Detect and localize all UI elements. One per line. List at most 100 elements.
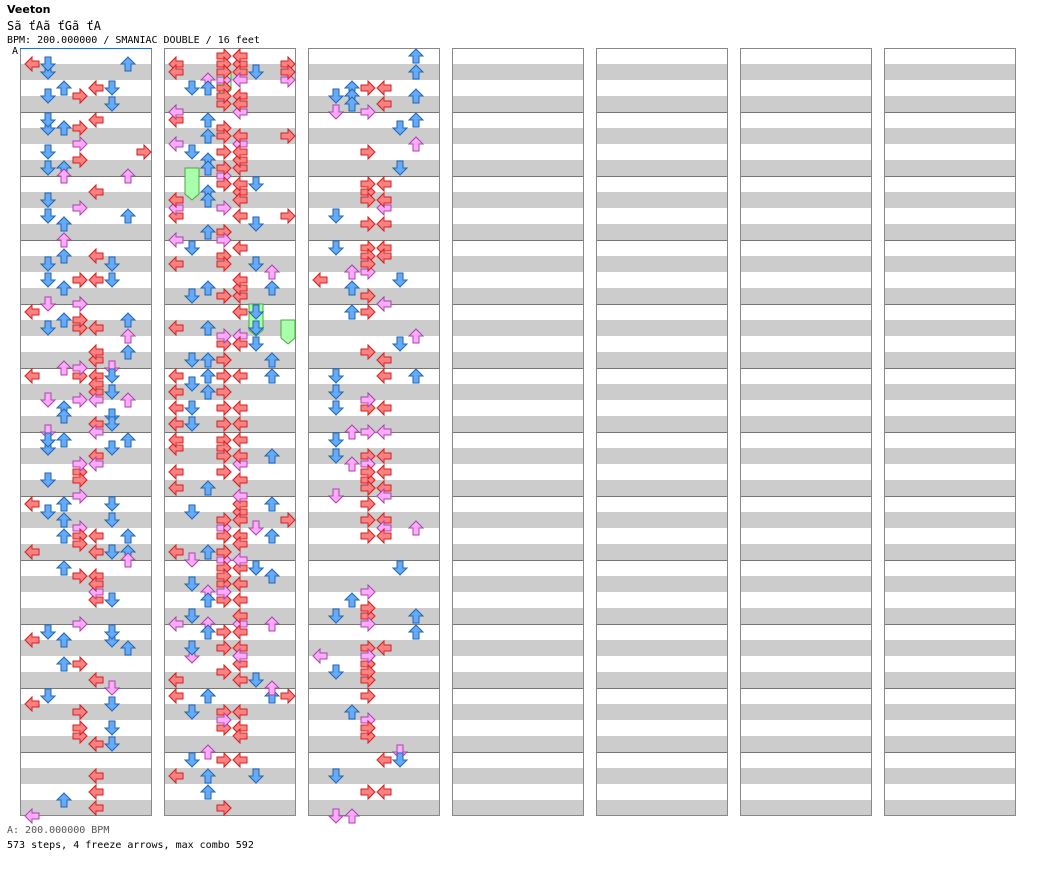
step-arrow-down [39, 160, 57, 176]
step-arrow-left [88, 247, 104, 265]
step-arrow-right [360, 303, 376, 321]
step-arrow-down [39, 296, 57, 312]
beat-stripe [884, 496, 1016, 512]
step-arrow-up [343, 304, 361, 320]
step-arrow-right [360, 423, 376, 441]
step-arrow-right [280, 207, 296, 225]
step-arrow-up [119, 328, 137, 344]
step-arrow-left [24, 367, 40, 385]
step-arrow-left [168, 191, 184, 209]
beat-stripe [596, 368, 728, 384]
step-arrow-left [168, 615, 184, 633]
step-arrow-up [407, 112, 425, 128]
step-arrow-down [103, 368, 121, 384]
step-arrow-down [327, 368, 345, 384]
beat-stripe [452, 352, 584, 368]
step-arrow-left [168, 231, 184, 249]
step-arrow-up [199, 368, 217, 384]
step-arrow-left [376, 487, 392, 505]
beat-stripe [452, 160, 584, 176]
step-arrow-up [199, 320, 217, 336]
beat-stripe [452, 208, 584, 224]
beat-stripe [740, 480, 872, 496]
step-arrow-down [247, 336, 265, 352]
beat-stripe [452, 752, 584, 768]
step-arrow-down [103, 96, 121, 112]
step-arrow-up [119, 432, 137, 448]
step-arrow-right [216, 199, 232, 217]
beat-stripe [452, 512, 584, 528]
step-arrow-up [55, 232, 73, 248]
step-arrow-down [103, 592, 121, 608]
beat-stripe [452, 240, 584, 256]
step-arrow-right [280, 511, 296, 529]
beat-stripe [452, 784, 584, 800]
beat-stripe [164, 208, 296, 224]
beat-stripe [596, 640, 728, 656]
step-arrow-right [72, 311, 88, 329]
beat-stripe [20, 768, 152, 784]
step-arrow-down [103, 720, 121, 736]
beat-stripe [740, 112, 872, 128]
beat-stripe [452, 432, 584, 448]
beat-stripe [884, 688, 1016, 704]
step-arrow-down [247, 672, 265, 688]
step-arrow-down [103, 440, 121, 456]
step-arrow-right [360, 719, 376, 737]
step-arrows [24, 47, 425, 825]
beat-stripe [740, 432, 872, 448]
beat-stripe [740, 800, 872, 816]
step-arrow-right [360, 615, 376, 633]
step-arrow-down [39, 192, 57, 208]
beat-stripe [740, 528, 872, 544]
beat-stripe [740, 128, 872, 144]
step-arrow-right [72, 119, 88, 137]
beat-stripe [452, 592, 584, 608]
step-arrow-down [247, 216, 265, 232]
step-arrow-left [376, 295, 392, 313]
step-arrow-up [199, 112, 217, 128]
step-arrow-left [88, 111, 104, 129]
step-arrow-left [376, 751, 392, 769]
step-arrow-up [199, 688, 217, 704]
step-arrow-up [119, 528, 137, 544]
beat-stripe [596, 432, 728, 448]
step-arrow-right [72, 295, 88, 313]
step-arrow-up [407, 136, 425, 152]
step-arrow-right [72, 487, 88, 505]
step-arrow-right [72, 135, 88, 153]
beat-stripe [308, 704, 440, 720]
step-arrow-right [216, 663, 232, 681]
beat-stripe [740, 592, 872, 608]
step-arrow-right [360, 583, 376, 601]
step-arrow-left [232, 447, 248, 465]
step-arrow-up [407, 48, 425, 64]
step-arrow-down [103, 256, 121, 272]
step-arrow-right [72, 271, 88, 289]
step-arrow-up [55, 168, 73, 184]
step-arrow-left [88, 799, 104, 817]
step-arrow-down [183, 352, 201, 368]
beat-stripe [452, 304, 584, 320]
chart-column-6 [740, 48, 872, 816]
step-arrow-down [103, 416, 121, 432]
beat-stripe [596, 576, 728, 592]
step-arrow-down [327, 88, 345, 104]
beat-stripe [452, 256, 584, 272]
beat-stripe [596, 304, 728, 320]
beat-stripe [740, 544, 872, 560]
step-arrow-right [216, 511, 232, 529]
beat-stripe [596, 176, 728, 192]
beat-stripe [20, 112, 152, 128]
beat-stripe [884, 288, 1016, 304]
column-border [884, 48, 1016, 816]
beat-stripe [740, 144, 872, 160]
beat-stripe [740, 704, 872, 720]
beat-stripe [884, 576, 1016, 592]
beat-stripe [452, 496, 584, 512]
step-arrow-left [232, 623, 248, 641]
step-arrow-up [343, 592, 361, 608]
beat-stripe [596, 752, 728, 768]
step-arrow-right [360, 255, 376, 273]
beat-stripe [596, 448, 728, 464]
